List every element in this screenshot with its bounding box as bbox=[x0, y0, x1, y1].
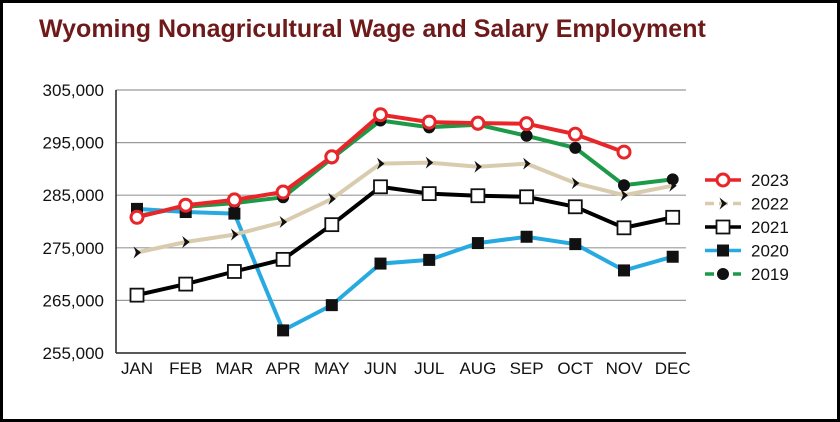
series-2022-line bbox=[135, 160, 675, 255]
series-2021-line bbox=[135, 184, 675, 298]
legend-item-2020-marker bbox=[717, 244, 729, 257]
legend-item-2019-label: 2019 bbox=[751, 265, 789, 284]
series-2023-point bbox=[324, 149, 340, 165]
series-2022-point bbox=[377, 157, 385, 170]
series-2020-point bbox=[520, 230, 533, 243]
series-2022-point bbox=[182, 236, 190, 249]
series-2020-point bbox=[666, 250, 679, 263]
series-2022-point bbox=[230, 228, 239, 241]
series-2021-point bbox=[616, 220, 632, 236]
y-tick-label: 255,000 bbox=[43, 344, 104, 363]
x-tick-label: JAN bbox=[121, 359, 153, 378]
y-tick-label: 285,000 bbox=[43, 186, 104, 205]
legend-item-2021-marker bbox=[715, 219, 731, 235]
series-2023-point bbox=[519, 116, 535, 132]
series-2021-point bbox=[421, 186, 437, 202]
series-2023-point bbox=[616, 144, 632, 160]
series-2021-point bbox=[665, 209, 681, 225]
legend-item-2021-label: 2021 bbox=[751, 218, 789, 237]
series-2021-point bbox=[178, 276, 194, 292]
legend-item-2019: 2019 bbox=[705, 265, 789, 284]
series-2023-point bbox=[421, 114, 437, 130]
series-2021-point bbox=[129, 287, 145, 303]
x-tick-label: SEP bbox=[510, 359, 544, 378]
legend-item-2020-label: 2020 bbox=[751, 242, 789, 261]
legend-item-2022-marker bbox=[719, 197, 727, 210]
series-2020-point bbox=[471, 237, 484, 250]
series-2023-point bbox=[275, 184, 291, 200]
series-2023-point bbox=[470, 115, 486, 131]
series-2022 bbox=[133, 156, 677, 259]
x-tick-label: NOV bbox=[606, 359, 644, 378]
y-tick-label: 305,000 bbox=[43, 81, 104, 100]
series-2022-point bbox=[571, 177, 580, 190]
x-tick-label: MAR bbox=[216, 359, 254, 378]
series-2021-point bbox=[226, 264, 242, 279]
series-2021-point bbox=[324, 217, 340, 233]
legend: 2023 2022 2021 2020 2019 bbox=[705, 171, 789, 284]
legend-item-2023-marker bbox=[715, 172, 731, 188]
series-lines bbox=[129, 107, 681, 337]
y-tick-label: 275,000 bbox=[43, 239, 104, 258]
series-2021-point bbox=[470, 188, 486, 204]
series-2020-point bbox=[569, 238, 582, 251]
series-2022-point bbox=[328, 192, 336, 205]
legend-item-2019-marker bbox=[717, 268, 729, 280]
series-2021-point bbox=[373, 179, 388, 195]
y-tick-label: 265,000 bbox=[43, 291, 104, 310]
x-tick-label: JUN bbox=[364, 359, 397, 378]
x-tick-label: JUL bbox=[414, 359, 444, 378]
series-2020-point bbox=[277, 324, 290, 337]
series-2023-point bbox=[373, 107, 388, 123]
y-tick-label: 295,000 bbox=[43, 134, 104, 153]
x-tick-label: APR bbox=[266, 359, 301, 378]
chart-title: Wyoming Nonagricultural Wage and Salary … bbox=[39, 15, 706, 43]
legend-item-2022: 2022 bbox=[705, 195, 789, 214]
series-2023-point bbox=[129, 209, 145, 225]
series-2023-point bbox=[226, 192, 242, 208]
series-2020-point bbox=[374, 257, 387, 270]
x-tick-label: AUG bbox=[459, 359, 496, 378]
series-2019-line bbox=[135, 118, 675, 219]
legend-item-2023-label: 2023 bbox=[751, 171, 789, 190]
series-2023 bbox=[129, 107, 632, 225]
legend-item-2022-label: 2022 bbox=[751, 195, 789, 214]
series-2019-point bbox=[520, 129, 533, 142]
x-tick-label: OCT bbox=[557, 359, 593, 378]
series-2022-point bbox=[425, 156, 434, 169]
series-2022-point bbox=[474, 160, 482, 173]
series-2020-point bbox=[618, 264, 630, 277]
legend-item-2020: 2020 bbox=[705, 242, 789, 261]
series-2020-point bbox=[423, 253, 436, 266]
axes: 255,000 265,000 275,000 285,000 295,000 305,0… bbox=[43, 81, 691, 378]
series-2019-point bbox=[618, 179, 630, 192]
legend-item-2021: 2021 bbox=[705, 218, 789, 237]
series-2023-point bbox=[178, 197, 194, 213]
x-tick-label: MAY bbox=[314, 359, 350, 378]
series-2019 bbox=[131, 114, 679, 223]
series-2021 bbox=[129, 179, 681, 303]
series-2020-point bbox=[228, 207, 241, 220]
x-tick-label: DEC bbox=[655, 359, 691, 378]
series-2022-point bbox=[133, 246, 141, 259]
series-2022-point bbox=[279, 216, 288, 229]
series-2022-point bbox=[669, 179, 677, 192]
series-2020-point bbox=[325, 299, 338, 312]
series-2020 bbox=[131, 202, 679, 337]
series-2021-point bbox=[519, 189, 534, 205]
x-tick-label: FEB bbox=[169, 359, 202, 378]
series-2021-point bbox=[275, 251, 291, 267]
series-2023-point bbox=[567, 126, 583, 142]
series-2022-point bbox=[620, 189, 628, 202]
series-2021-point bbox=[567, 199, 583, 215]
series-2020-line bbox=[135, 206, 675, 333]
gridlines bbox=[116, 89, 686, 301]
legend-item-2023: 2023 bbox=[705, 171, 789, 190]
series-2019-point bbox=[569, 141, 582, 154]
series-2022-point bbox=[523, 157, 531, 170]
